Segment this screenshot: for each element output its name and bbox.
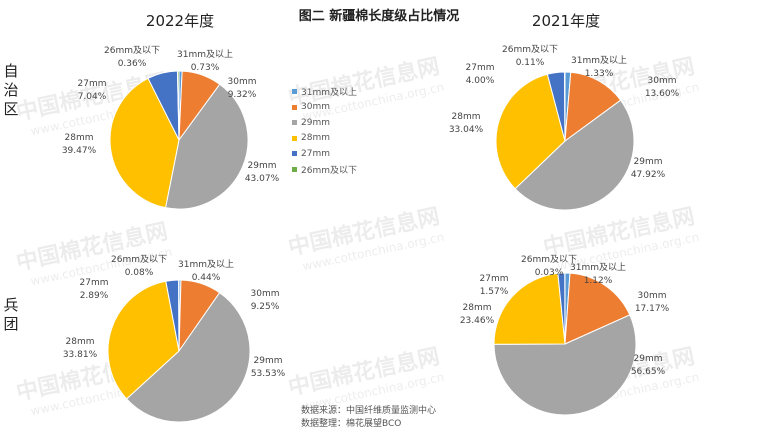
pie-slice [109,77,180,209]
pie-slice [564,71,622,143]
pie-slice [176,70,180,141]
pie-chart: 31mm及以上 1.33% 30mm 13.60% 29mm 47.92% 28mm 33.0… [449,44,680,211]
legend-item: 26mm及以下 [292,162,357,178]
legend-swatch [292,135,297,141]
year-heading-2021: 2021年度 [531,12,601,30]
legend-item: 31mm及以上 [292,84,357,100]
legend-swatch [292,104,297,110]
slice-value-label: 0.08% [125,268,154,278]
slice-value-label: 13.60% [645,89,680,99]
pie-slice [564,272,631,345]
slice-category-label: 30mm [648,76,677,86]
slice-value-label: 7.04% [78,92,107,102]
legend-item: 27mm [292,146,357,162]
pie-slice [493,314,637,416]
legend-label: 27mm [301,148,330,159]
slice-category-label: 26mm及以下 [521,254,577,265]
source-line: 数据来源：中国纤维质量监测中心 [301,406,437,416]
legend-label: 31mm及以上 [301,88,357,99]
legend-label: 30mm [301,102,330,113]
slice-category-label: 27mm [78,79,107,89]
slice-value-label: 1.33% [585,69,614,79]
row-label-autonomous-region: 自治区 [3,62,19,118]
pie-slice [125,292,251,423]
slice-category-label: 28mm [66,337,95,347]
slice-value-label: 33.04% [449,125,484,135]
pie-chart: 31mm及以上 0.73% 30mm 9.32% 29mm 43.07% 28mm 39.47… [62,45,280,210]
legend-swatch [292,151,297,157]
slice-value-label: 0.44% [192,273,221,283]
legend-label: 28mm [301,133,330,144]
legend: 31mm及以上 30mm 29mm 28mm 27mm 26mm及以下 [292,84,357,177]
legend-item: 30mm [292,100,357,116]
slice-value-label: 53.53% [251,369,286,379]
legend-item: 28mm [292,131,357,147]
legend-label: 26mm及以下 [301,165,357,176]
slice-value-label: 0.73% [191,63,220,73]
slice-category-label: 31mm及以上 [177,49,233,60]
slice-value-label: 9.32% [228,90,257,100]
slice-category-label: 27mm [80,278,109,288]
slice-value-label: 39.47% [62,146,97,156]
pie-slice [495,73,566,190]
slice-value-label: 0.11% [516,58,545,68]
slice-category-label: 29mm [254,356,283,366]
pie-chart: 31mm及以上 0.44% 30mm 9.25% 29mm 53.53% 28mm 33.81… [63,254,286,423]
slice-value-label: 0.03% [535,268,564,278]
slice-category-label: 26mm及以下 [104,45,160,56]
slice-value-label: 23.46% [460,316,495,326]
slice-category-label: 31mm及以上 [571,55,627,66]
year-heading-2022: 2022年度 [145,12,215,30]
slice-value-label: 4.00% [466,76,495,86]
chart-title: 图二 新疆棉长度级占比情况 [298,9,460,24]
slice-value-label: 0.36% [118,59,147,69]
slice-category-label: 29mm [248,161,277,171]
slice-value-label: 9.25% [251,302,280,312]
pie-slice [107,280,180,400]
slice-category-label: 28mm [65,133,94,143]
slice-category-label: 27mm [480,274,509,284]
slice-value-label: 2.89% [80,291,109,301]
slice-category-label: 31mm及以上 [178,259,234,270]
slice-category-label: 26mm及以下 [111,254,167,265]
legend-swatch [292,120,297,126]
pie-slice [164,83,249,210]
slice-category-label: 26mm及以下 [502,44,558,55]
source-line: 数据整理：棉花展望BCO [301,419,402,429]
slice-value-label: 1.12% [584,276,613,286]
slice-category-label: 30mm [251,289,280,299]
slice-value-label: 43.07% [245,174,280,184]
pie-slice [514,99,635,211]
pie-slice [493,272,566,345]
slice-value-label: 17.17% [635,304,670,314]
legend-label: 29mm [301,117,330,128]
slice-category-label: 29mm [634,354,663,364]
slice-category-label: 29mm [634,157,663,167]
slice-category-label: 31mm及以上 [570,262,626,273]
source-note: 数据来源：中国纤维质量监测中心 数据整理：棉花展望BCO [301,405,436,431]
slice-category-label: 30mm [638,291,667,301]
slice-category-label: 28mm [452,112,481,122]
slice-category-label: 28mm [463,303,492,313]
legend-item: 29mm [292,115,357,131]
slice-value-label: 33.81% [63,350,98,360]
slice-category-label: 30mm [228,77,257,87]
slice-value-label: 47.92% [631,170,666,180]
slice-category-label: 27mm [466,63,495,73]
legend-swatch [292,166,297,172]
slice-value-label: 1.57% [480,287,509,297]
slice-value-label: 56.65% [631,367,666,377]
row-label-corps: 兵团 [3,296,19,333]
pie-chart: 31mm及以上 1.12% 30mm 17.17% 29mm 56.65% 28mm 23.4… [460,254,670,416]
legend-swatch [292,89,297,95]
